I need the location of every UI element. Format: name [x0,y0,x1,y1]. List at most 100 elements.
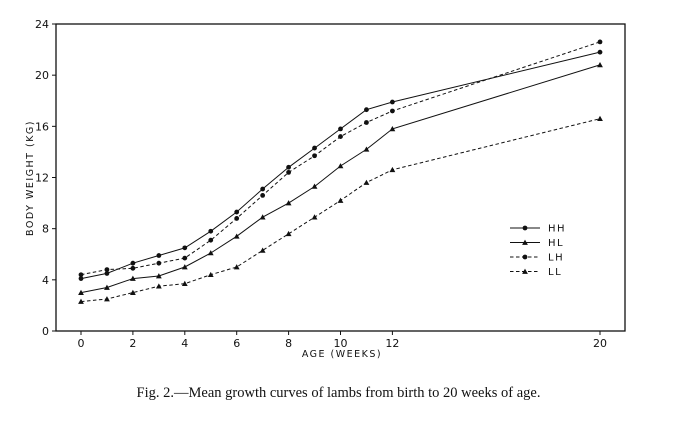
series-lh [78,39,603,278]
data-point-hh [130,260,136,266]
data-point-ll [104,296,110,302]
x-tick-label: 10 [334,337,348,350]
legend-item-hl: HL [510,238,564,249]
data-point-hl [104,284,110,290]
series-ll [78,115,603,304]
data-point-hh [208,228,214,234]
series-line-hh [80,51,601,280]
data-point-lh [156,260,162,266]
data-point-hl [233,233,240,239]
data-point-hl [78,289,84,295]
legend-item-ll: LL [510,267,562,278]
x-tick-label: 6 [233,337,240,350]
data-point-hh [390,99,395,105]
data-point-hl [207,250,214,256]
data-point-ll [597,115,603,121]
x-tick-label: 0 [78,337,85,350]
legend-marker [522,239,528,245]
data-point-hl [181,264,188,270]
y-tick-label: 0 [42,325,49,338]
data-point-ll [363,179,370,185]
y-axis: 0 4 8 12 16 20 24 [35,18,56,338]
data-point-ll [285,230,292,237]
legend-item-hh: HH [510,224,566,235]
legend-label: LH [548,253,564,264]
data-point-lh [312,153,317,159]
data-point-hh [260,186,266,192]
data-point-ll [311,214,318,220]
data-point-ll [337,197,344,203]
x-tick-label: 12 [385,337,399,350]
y-axis-title: BODY WEIGHT (KG) [25,120,36,236]
data-point-lh [260,193,266,198]
data-point-lh [338,134,343,139]
legend-item-lh: LH [510,253,564,264]
series-line-lh [80,41,601,276]
data-point-hh [597,49,603,55]
data-point-ll [259,247,266,253]
data-point-hh [286,164,291,170]
x-axis-title: AGE (WEEKS) [302,349,382,360]
y-tick-label: 8 [42,223,49,236]
data-point-lh [364,120,369,125]
data-point-hl [389,125,396,132]
y-tick-label: 20 [35,69,49,82]
data-point-hh [182,245,188,251]
data-point-hl [363,146,370,152]
data-point-hl [285,200,292,206]
data-point-hh [312,145,317,151]
data-point-ll [181,280,188,286]
data-point-hl [337,163,344,169]
data-point-lh [78,272,84,278]
series-hh [78,49,603,281]
data-point-ll [389,166,396,173]
legend-marker [522,254,528,260]
data-point-ll [207,271,214,278]
data-point-lh [104,267,110,272]
data-point-hl [311,183,318,189]
series-line-ll [80,118,601,303]
data-point-lh [234,216,240,221]
data-point-lh [286,169,291,175]
data-point-hh [156,253,162,258]
data-point-hh [338,126,343,132]
data-point-hh [104,271,110,276]
data-point-hl [130,275,136,281]
data-point-ll [130,289,136,295]
data-point-lh [208,237,214,243]
x-tick-label: 20 [593,337,607,350]
x-tick-label: 4 [181,337,188,350]
data-point-hh [234,209,240,215]
y-tick-label: 4 [42,274,49,287]
data-point-hh [78,276,84,281]
x-axis: 0 2 4 6 8 10 12 20 [78,331,607,350]
legend-marker [522,268,528,274]
plot-frame [55,23,626,332]
data-point-ll [78,298,84,304]
series-layer [78,39,603,304]
legend-marker [522,225,528,231]
legend-label: HL [548,238,564,249]
data-point-hl [259,214,266,220]
legend-label: LL [548,267,562,278]
series-line-hl [80,64,601,294]
x-tick-label: 8 [285,337,292,350]
data-point-lh [390,108,395,114]
legend-label: HH [548,224,566,235]
x-tick-label: 2 [129,337,136,350]
data-point-hh [364,107,369,113]
data-point-hl [597,62,603,68]
data-point-lh [130,265,136,271]
series-hl [78,62,603,295]
data-point-lh [182,255,188,261]
data-point-ll [155,283,162,289]
data-point-hl [155,273,162,279]
y-tick-label: 24 [35,18,49,31]
data-point-lh [597,39,603,45]
data-point-ll [233,264,240,270]
y-tick-label: 16 [35,120,49,133]
y-tick-label: 12 [35,172,49,185]
figure-caption: Fig. 2.—Mean growth curves of lambs from… [136,385,541,401]
legend: HH HL LH LL [510,224,566,278]
